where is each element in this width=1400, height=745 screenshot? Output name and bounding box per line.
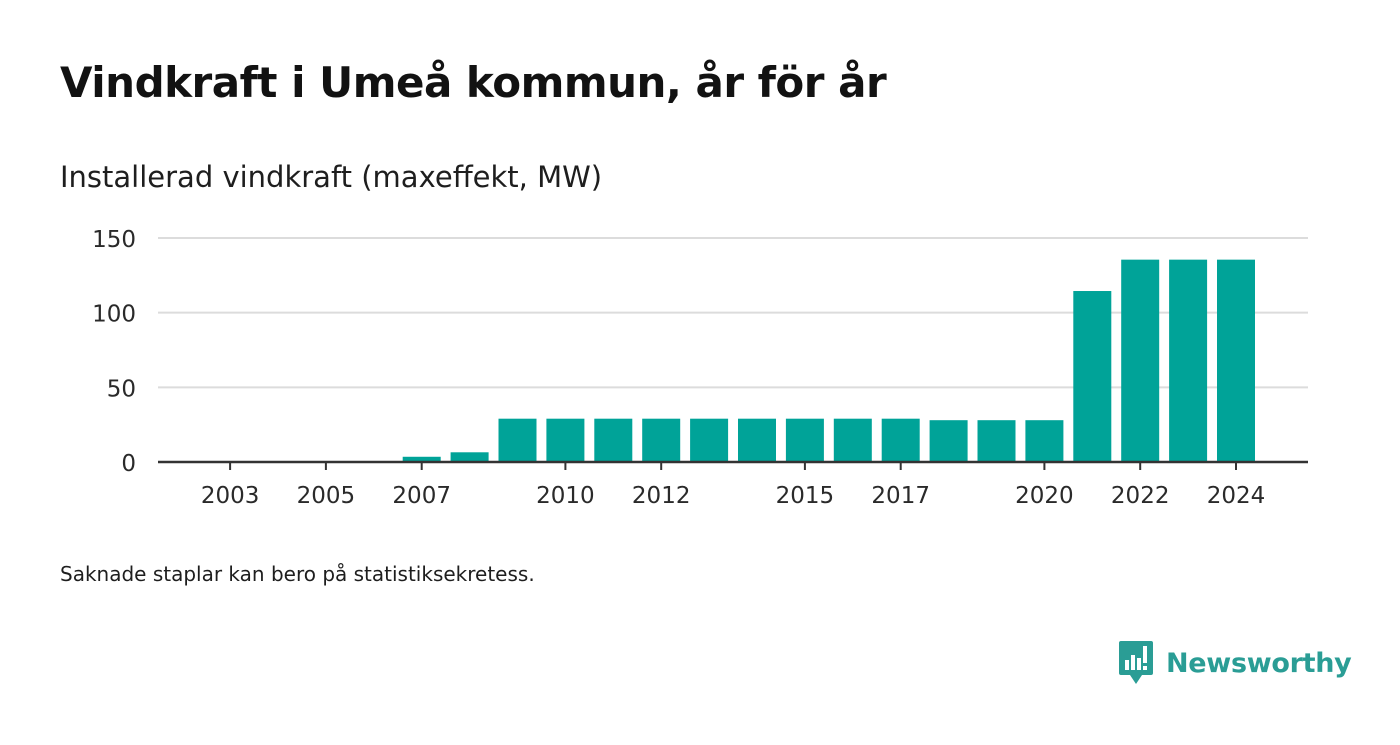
brand-name: Newsworthy: [1166, 647, 1352, 679]
y-tick-labels: 0 50 100 150: [92, 227, 136, 477]
bars: [402, 259, 1255, 462]
y-tick-label: 50: [107, 376, 136, 402]
x-tick-label: 2005: [297, 483, 356, 509]
bar: [450, 452, 489, 462]
y-tick-label: 150: [92, 227, 136, 253]
bar: [881, 418, 920, 462]
bar: [402, 456, 441, 462]
x-tick-label: 2007: [392, 483, 451, 509]
x-tick-label: 2012: [632, 483, 691, 509]
x-tick-label: 2010: [536, 483, 595, 509]
x-tick-label: 2017: [871, 483, 930, 509]
bar: [1217, 259, 1255, 462]
x-tick-label: 2022: [1111, 483, 1170, 509]
brand: Newsworthy: [1118, 640, 1352, 686]
x-axis: [158, 460, 1308, 470]
x-tick-label: 2020: [1015, 483, 1074, 509]
x-tick-label: 2003: [201, 483, 260, 509]
newsworthy-logo-icon: [1119, 641, 1153, 684]
bar: [977, 420, 1016, 462]
bar: [785, 418, 824, 462]
bar: [642, 418, 681, 462]
y-tick-label: 0: [121, 451, 136, 477]
x-tick-labels: 2003 2005 2007 2010 2012 2015 2017 2020 2022 2024: [201, 483, 1265, 509]
chart-title: Vindkraft i Umeå kommun, år för år: [60, 58, 887, 107]
y-tick-label: 100: [92, 302, 136, 328]
bar: [690, 418, 729, 462]
bar: [1121, 259, 1160, 462]
bar: [498, 418, 537, 462]
bar: [1169, 259, 1208, 462]
bar: [1025, 420, 1064, 462]
footnote: Saknade staplar kan bero på statistiksek…: [60, 562, 535, 586]
bar: [594, 418, 633, 462]
chart-subtitle: Installerad vindkraft (maxeffekt, MW): [60, 160, 603, 194]
bar: [929, 420, 968, 462]
x-tick-label: 2024: [1207, 483, 1266, 509]
bar: [833, 418, 872, 462]
gridlines: [158, 237, 1308, 389]
bar: [546, 418, 585, 462]
bar: [738, 418, 776, 462]
x-tick-label: 2015: [776, 483, 835, 509]
bar: [1073, 291, 1112, 462]
